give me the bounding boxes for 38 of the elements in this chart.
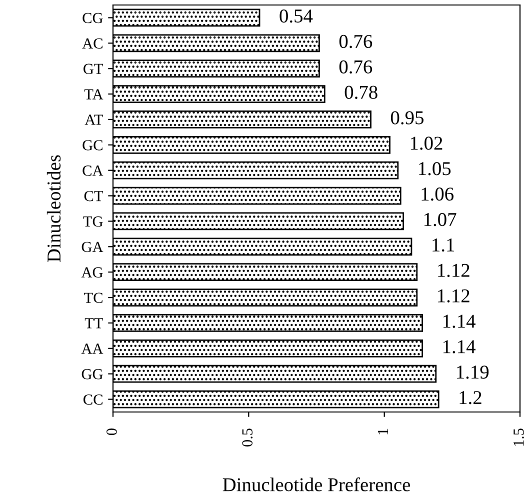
data-label: 1.12 <box>438 289 470 302</box>
x-tick-label: 1 <box>378 428 388 434</box>
y-tick-label: TA <box>84 89 104 100</box>
data-label: 1.07 <box>424 212 456 226</box>
y-tick-label: CA <box>82 166 104 176</box>
data-label: 0.78 <box>344 86 378 99</box>
x-tick-label: 1.5 <box>514 428 524 446</box>
data-label: 1.14 <box>443 340 476 354</box>
data-label: 0.95 <box>390 111 424 124</box>
y-tick-label: AC <box>82 38 102 49</box>
y-tick-label: GC <box>82 140 102 150</box>
data-label: 1.19 <box>457 366 489 379</box>
y-tick-label: CT <box>84 190 104 202</box>
data-label: 0.76 <box>339 60 372 74</box>
y-tick-label: TG <box>83 216 103 227</box>
data-label: 1.2 <box>460 391 482 404</box>
y-tick-label: AA <box>81 344 104 354</box>
x-axis-title: Dinucleotide Preference <box>222 477 410 492</box>
data-label: 1.05 <box>419 162 451 176</box>
y-tick-label: AT <box>84 114 104 125</box>
data-label: 1.06 <box>422 188 454 201</box>
y-tick-label: AG <box>81 267 103 278</box>
data-label: 1.14 <box>443 314 476 328</box>
y-axis-title: Dinucleotides <box>46 155 61 262</box>
y-tick-label: CC <box>84 394 102 405</box>
y-tick-label: GG <box>82 369 103 380</box>
data-label: 1.12 <box>438 264 470 278</box>
x-tick-label: 0 <box>106 428 117 436</box>
y-tick-label: GT <box>84 64 104 74</box>
data-label: 0.54 <box>280 9 313 23</box>
data-label: 1.1 <box>432 238 454 252</box>
y-tick-label: GA <box>82 242 104 252</box>
y-tick-label: TC <box>84 292 102 303</box>
data-label: 0.76 <box>339 34 372 48</box>
data-label: 1.02 <box>410 136 442 150</box>
y-tick-label: TT <box>84 318 104 328</box>
x-tick-label: 0.5 <box>242 428 253 446</box>
y-tick-label: CG <box>82 12 103 24</box>
